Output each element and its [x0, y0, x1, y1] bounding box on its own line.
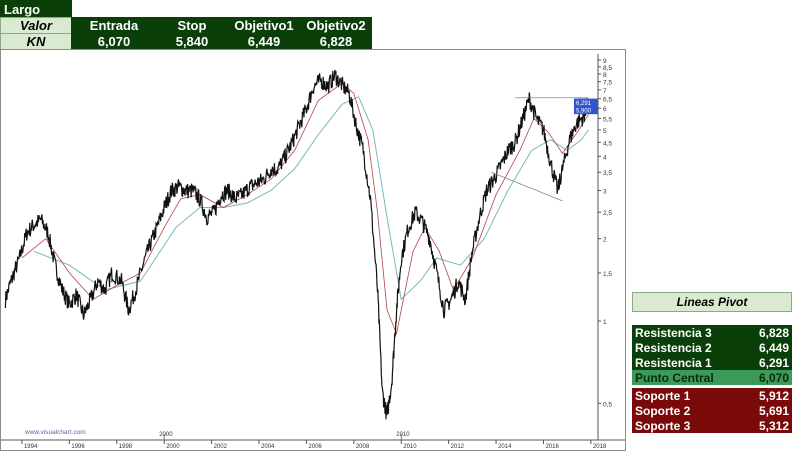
y-tick-label: 8,5 [603, 65, 612, 72]
y-tick-label: 5,5 [603, 117, 612, 124]
decade-label: 2000 [159, 432, 173, 438]
fast-ma-line [21, 82, 589, 335]
price-tag [574, 106, 598, 115]
x-tick-label: 1998 [119, 444, 133, 450]
value-objetivo2: 6,828 [300, 33, 372, 50]
x-tick-label: 2018 [593, 444, 607, 450]
x-tick-label: 2004 [261, 444, 275, 450]
price-tag-label: 6,291 [576, 101, 592, 107]
x-tick-label: 2006 [308, 444, 322, 450]
y-tick-label: 8 [603, 72, 607, 79]
price-line [4, 69, 590, 420]
slow-ma-line [33, 96, 589, 301]
header-entrada: Entrada [71, 17, 157, 34]
pivot-row-value: 6,828 [758, 325, 789, 340]
pivot-row-value: 6,291 [758, 355, 789, 370]
decade-label: 2010 [396, 432, 410, 438]
y-tick-label: 1,5 [603, 271, 612, 278]
x-tick-label: 2000 [166, 444, 180, 450]
y-tick-label: 2,5 [603, 210, 612, 217]
header-objetivo2: Objetivo2 [300, 17, 372, 34]
y-tick-label: 5 [603, 128, 607, 135]
pivot-row: Punto Central 6,070 [632, 370, 792, 385]
y-tick-label: 1 [603, 319, 607, 326]
y-tick-label: 6 [603, 106, 607, 113]
y-tick-label: 7 [603, 88, 607, 95]
y-tick-label: 3,5 [603, 170, 612, 177]
trendline [491, 171, 563, 202]
y-tick-label: 2 [603, 237, 607, 244]
direction-label: Largo [0, 0, 72, 18]
pivot-table: Lineas Pivot Resistencia 3 6,828 Resistenc… [632, 292, 792, 437]
x-tick-label: 2008 [356, 444, 370, 450]
header-objetivo1: Objetivo1 [227, 17, 301, 34]
pivot-row: Resistencia 1 6,291 [632, 355, 792, 370]
pivot-row-label: Soporte 2 [635, 403, 691, 418]
pivot-row-label: Soporte 3 [635, 418, 691, 433]
y-tick-label: 0,5 [603, 401, 612, 408]
x-tick-label: 2014 [498, 444, 512, 450]
x-tick-label: 1994 [24, 444, 38, 450]
watermark: www.visualchart.com [24, 429, 86, 436]
value-entrada: 6,070 [71, 33, 157, 50]
x-tick-label: 2010 [403, 444, 417, 450]
pivot-row-value: 5,912 [758, 388, 789, 403]
y-tick-label: 3 [603, 189, 607, 196]
ticker-cell: KN [0, 33, 72, 50]
y-tick-label: 6,5 [603, 97, 612, 104]
header-valor: Valor [0, 17, 72, 34]
pivot-row-label: Resistencia 3 [635, 325, 712, 340]
x-tick-label: 2002 [214, 444, 228, 450]
pivot-row-value: 6,449 [758, 340, 789, 355]
pivot-row-label: Soporte 1 [635, 388, 691, 403]
pivot-title: Lineas Pivot [632, 292, 792, 312]
pivot-row-label: Resistencia 1 [635, 355, 712, 370]
pivot-row-value: 6,070 [758, 370, 789, 385]
y-tick-label: 9 [603, 58, 607, 65]
x-tick-label: 2016 [545, 444, 559, 450]
pivot-row-value: 5,691 [758, 403, 789, 418]
value-objetivo1: 6,449 [227, 33, 301, 50]
pivot-row: Resistencia 2 6,449 [632, 340, 792, 355]
y-tick-label: 4,5 [603, 140, 612, 147]
x-tick-label: 2012 [451, 444, 465, 450]
value-stop: 5,840 [156, 33, 228, 50]
y-tick-label: 7,5 [603, 80, 612, 87]
price-tag [574, 98, 598, 107]
chart-canvas[interactable]: 98,587,57 6,5 6 5,5 5 4,5 4 3,5 3 2,5 2 1,5 1 0,5 1994… [1, 50, 625, 450]
header-stop: Stop [156, 17, 228, 34]
pivot-row-value: 5,312 [758, 418, 789, 433]
price-tag-label: 5,900 [576, 109, 592, 115]
y-tick-label: 4 [603, 154, 607, 161]
price-chart[interactable]: 9 8,5 8 7,5 7 6,5 6 5,5 5 4,5 4 3,5 3 2,5 2 1,5 1 0,5 1994… [0, 49, 626, 451]
pivot-row: Soporte 1 5,912 [632, 388, 792, 403]
pivot-row-label: Resistencia 2 [635, 340, 712, 355]
x-tick-label: 1996 [71, 444, 85, 450]
pivot-title-text: Lineas Pivot [676, 295, 748, 309]
pivot-row: Soporte 2 5,691 [632, 403, 792, 418]
pivot-row: Soporte 3 5,312 [632, 418, 792, 433]
pivot-row-label: Punto Central [635, 370, 714, 385]
pivot-row: Resistencia 3 6,828 [632, 325, 792, 340]
